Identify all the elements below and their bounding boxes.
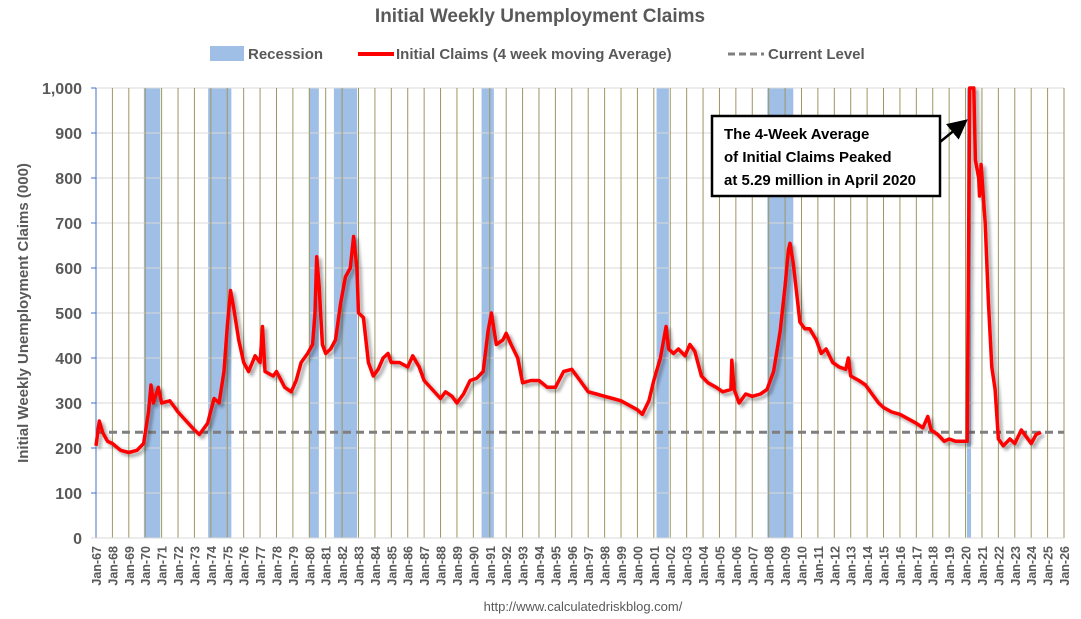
claims-series-line xyxy=(94,86,1042,455)
x-tick-label: Jan-12 xyxy=(828,546,842,586)
x-tick-label: Jan-13 xyxy=(845,546,859,586)
x-tick-label: Jan-79 xyxy=(287,546,301,586)
source-url: http://www.calculatedriskblog.com/ xyxy=(484,599,683,614)
legend-claims-label: Initial Claims (4 week moving Average) xyxy=(396,46,672,63)
y-axis-label: Initial Weekly Unemployment Claims (000) xyxy=(15,163,32,463)
x-tick-label: Jan-07 xyxy=(746,546,760,586)
x-tick-label: Jan-73 xyxy=(188,546,202,586)
x-tick-label: Jan-94 xyxy=(533,546,547,586)
y-tick-label: 200 xyxy=(55,441,82,458)
x-tick-label: Jan-10 xyxy=(795,546,809,586)
x-tick-label: Jan-16 xyxy=(894,546,908,586)
x-tick-label: Jan-78 xyxy=(270,546,284,586)
y-tick-label: 400 xyxy=(55,351,82,368)
y-tick-label: 1,000 xyxy=(42,81,82,98)
x-tick-label: Jan-25 xyxy=(1042,546,1056,586)
annotation-line-3: at 5.29 million in April 2020 xyxy=(724,172,916,189)
annotation-arrow-icon xyxy=(939,119,968,143)
x-tick-label: Jan-80 xyxy=(303,546,317,586)
x-tick-label: Jan-98 xyxy=(599,546,613,586)
x-tick-label: Jan-90 xyxy=(467,546,481,586)
annotation-line-2: of Initial Claims Peaked xyxy=(724,149,892,166)
x-tick-label: Jan-71 xyxy=(156,546,170,586)
x-tick-label: Jan-15 xyxy=(878,546,892,586)
x-tick-label: Jan-75 xyxy=(221,546,235,586)
x-tick-label: Jan-89 xyxy=(451,546,465,586)
x-tick-label: Jan-19 xyxy=(943,546,957,586)
annotation-line-1: The 4-Week Average xyxy=(724,126,869,143)
x-tick-label: Jan-22 xyxy=(992,546,1006,586)
x-tick-label: Jan-86 xyxy=(402,546,416,586)
x-tick-label: Jan-97 xyxy=(582,546,596,586)
x-tick-label: Jan-85 xyxy=(385,546,399,586)
legend-recession-swatch xyxy=(210,46,244,61)
x-tick-label: Jan-17 xyxy=(910,546,924,586)
x-tick-label: Jan-70 xyxy=(139,546,153,586)
x-tick-label: Jan-69 xyxy=(123,546,137,586)
y-tick-label: 800 xyxy=(55,171,82,188)
x-tick-label: Jan-88 xyxy=(435,546,449,586)
x-tick-label: Jan-68 xyxy=(106,546,120,586)
chart-title: Initial Weekly Unemployment Claims xyxy=(375,6,705,27)
legend: Recession Initial Claims (4 week moving … xyxy=(210,46,865,63)
x-tick-label: Jan-08 xyxy=(763,546,777,586)
x-tick-label: Jan-76 xyxy=(238,546,252,586)
x-tick-label: Jan-77 xyxy=(254,546,268,586)
x-tick-label: Jan-99 xyxy=(615,546,629,586)
x-tick-label: Jan-24 xyxy=(1025,546,1039,586)
annotation: The 4-Week Average of Initial Claims Pea… xyxy=(710,114,968,198)
annotation-box xyxy=(710,114,942,198)
x-tick-label: Jan-14 xyxy=(861,546,875,586)
x-tick-label: Jan-05 xyxy=(713,546,727,586)
x-tick-label: Jan-93 xyxy=(517,546,531,586)
x-tick-label: Jan-23 xyxy=(1009,546,1023,586)
x-tick-label: Jan-81 xyxy=(320,546,334,586)
x-tick-label: Jan-87 xyxy=(418,546,432,586)
x-tick-label: Jan-83 xyxy=(353,546,367,586)
y-tick-label: 300 xyxy=(55,396,82,413)
x-tick-label: Jan-84 xyxy=(369,546,383,586)
x-tick-label: Jan-95 xyxy=(549,546,563,586)
x-tick-label: Jan-96 xyxy=(566,546,580,586)
x-tick-label: Jan-82 xyxy=(336,546,350,586)
x-tick-label: Jan-00 xyxy=(631,546,645,586)
x-tick-label: Jan-01 xyxy=(648,546,662,586)
x-tick-label: Jan-09 xyxy=(779,546,793,586)
y-tick-label: 100 xyxy=(55,486,82,503)
legend-recession-label: Recession xyxy=(248,46,323,63)
x-tick-label: Jan-72 xyxy=(172,546,186,586)
x-tick-label: Jan-91 xyxy=(484,546,498,586)
x-tick-label: Jan-06 xyxy=(730,546,744,586)
x-tick-label: Jan-02 xyxy=(664,546,678,586)
legend-current-label: Current Level xyxy=(768,46,865,63)
x-tick-label: Jan-92 xyxy=(500,546,514,586)
x-tick-label: Jan-11 xyxy=(812,546,826,585)
x-tick-label: Jan-18 xyxy=(927,546,941,586)
x-tick-label: Jan-20 xyxy=(960,546,974,586)
x-tick-label: Jan-03 xyxy=(681,546,695,586)
x-tick-label: Jan-26 xyxy=(1058,546,1072,586)
y-tick-label: 0 xyxy=(73,531,82,548)
x-tick-label: Jan-67 xyxy=(90,546,104,586)
y-tick-label: 900 xyxy=(55,126,82,143)
x-tick-label: Jan-04 xyxy=(697,546,711,586)
y-tick-label: 600 xyxy=(55,261,82,278)
x-tick-label: Jan-74 xyxy=(205,546,219,586)
x-tick-label: Jan-21 xyxy=(976,546,990,586)
y-tick-label: 500 xyxy=(55,306,82,323)
y-tick-label: 700 xyxy=(55,216,82,233)
